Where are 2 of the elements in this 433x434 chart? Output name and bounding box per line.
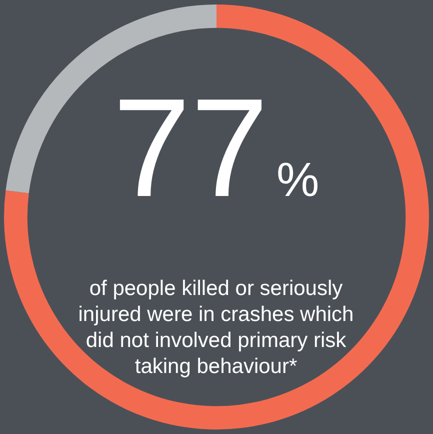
- text: of people killed or seriously injured were in crashes which did not involved primary risk taking behaviour*: [77, 276, 355, 380]
- text: 77%: [112, 69, 320, 226]
